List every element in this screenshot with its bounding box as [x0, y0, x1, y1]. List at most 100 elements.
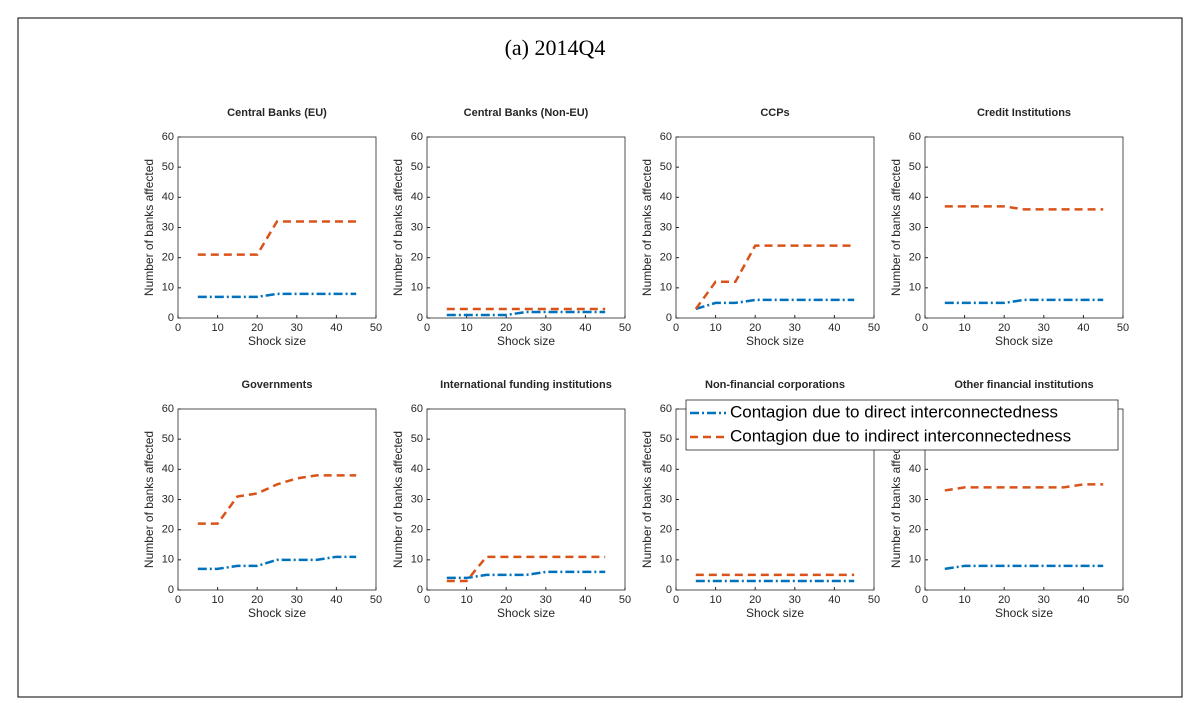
x-tick-label: 50 — [1117, 594, 1129, 606]
y-tick-label: 50 — [660, 161, 672, 173]
x-tick-label: 20 — [500, 322, 512, 334]
y-tick-label: 40 — [909, 463, 921, 475]
x-tick-label: 40 — [330, 594, 342, 606]
x-tick-label: 20 — [998, 594, 1010, 606]
x-tick-label: 50 — [370, 322, 382, 334]
x-tick-label: 10 — [460, 594, 472, 606]
figure-title: (a) 2014Q4 — [505, 35, 606, 60]
chart-title: Central Banks (EU) — [227, 107, 327, 119]
legend-label: Contagion due to indirect interconnected… — [730, 426, 1071, 445]
data-line — [197, 292, 357, 299]
y-axis-label: Number of banks affected — [889, 431, 903, 568]
y-axis-label: Number of banks affected — [640, 431, 654, 568]
x-tick-label: 20 — [251, 322, 263, 334]
x-tick-label: 30 — [540, 594, 552, 606]
x-tick-label: 40 — [579, 594, 591, 606]
y-tick-label: 40 — [660, 463, 672, 475]
data-line — [197, 220, 357, 256]
y-tick-label: 50 — [411, 433, 423, 445]
plot-area — [924, 136, 1124, 319]
x-tick-label: 40 — [1077, 322, 1089, 334]
y-tick-label: 10 — [660, 554, 672, 566]
y-tick-label: 50 — [909, 161, 921, 173]
y-axis-label: Number of banks affected — [142, 159, 156, 296]
x-tick-label: 40 — [579, 322, 591, 334]
y-tick-label: 20 — [909, 524, 921, 536]
y-tick-label: 60 — [411, 403, 423, 415]
y-tick-label: 10 — [162, 554, 174, 566]
y-tick-label: 20 — [909, 252, 921, 264]
y-tick-label: 30 — [660, 493, 672, 505]
x-tick-label: 30 — [789, 322, 801, 334]
y-tick-label: 0 — [666, 584, 672, 596]
x-tick-label: 40 — [330, 322, 342, 334]
y-axis-label: Number of banks affected — [142, 431, 156, 568]
y-tick-label: 40 — [660, 191, 672, 203]
chart-title: International funding institutions — [440, 379, 612, 391]
y-tick-label: 0 — [168, 584, 174, 596]
x-tick-label: 40 — [1077, 594, 1089, 606]
y-axis-label: Number of banks affected — [391, 159, 405, 296]
y-tick-label: 50 — [660, 433, 672, 445]
x-tick-label: 30 — [540, 322, 552, 334]
y-tick-label: 20 — [162, 252, 174, 264]
x-tick-label: 40 — [828, 322, 840, 334]
y-tick-label: 60 — [909, 131, 921, 143]
x-tick-label: 0 — [922, 594, 928, 606]
x-tick-label: 20 — [251, 594, 263, 606]
data-line — [695, 298, 855, 311]
y-tick-label: 30 — [411, 221, 423, 233]
data-line — [446, 555, 606, 583]
y-tick-label: 60 — [660, 131, 672, 143]
chart-title: Governments — [242, 379, 313, 391]
x-axis-label: Shock size — [746, 606, 804, 620]
y-tick-label: 40 — [411, 191, 423, 203]
y-axis-label: Number of banks affected — [391, 431, 405, 568]
x-tick-label: 30 — [291, 322, 303, 334]
x-axis-label: Shock size — [248, 334, 306, 348]
y-axis-label: Number of banks affected — [640, 159, 654, 296]
y-tick-label: 50 — [162, 433, 174, 445]
plot-area — [426, 408, 626, 591]
data-line — [197, 474, 357, 525]
chart-title: Non-financial corporations — [705, 379, 845, 391]
y-tick-label: 20 — [660, 252, 672, 264]
y-tick-label: 20 — [411, 524, 423, 536]
x-tick-label: 50 — [619, 322, 631, 334]
y-tick-label: 0 — [915, 312, 921, 324]
x-axis-label: Shock size — [248, 606, 306, 620]
legend-box — [685, 399, 1119, 451]
y-tick-label: 0 — [666, 312, 672, 324]
y-tick-label: 30 — [162, 493, 174, 505]
data-line — [446, 310, 606, 317]
x-tick-label: 50 — [370, 594, 382, 606]
y-tick-label: 50 — [162, 161, 174, 173]
y-tick-label: 50 — [411, 161, 423, 173]
data-line — [944, 205, 1104, 211]
y-axis-label: Number of banks affected — [889, 159, 903, 296]
x-tick-label: 20 — [749, 594, 761, 606]
x-tick-label: 30 — [1038, 322, 1050, 334]
x-tick-label: 0 — [673, 594, 679, 606]
y-tick-label: 60 — [162, 131, 174, 143]
x-tick-label: 10 — [709, 594, 721, 606]
x-tick-label: 40 — [828, 594, 840, 606]
y-tick-label: 0 — [168, 312, 174, 324]
y-tick-label: 10 — [909, 282, 921, 294]
frame — [17, 17, 1183, 698]
data-line — [197, 555, 357, 571]
y-tick-label: 60 — [660, 403, 672, 415]
x-tick-label: 10 — [958, 322, 970, 334]
y-tick-label: 0 — [417, 312, 423, 324]
x-tick-label: 10 — [460, 322, 472, 334]
x-axis-label: Shock size — [746, 334, 804, 348]
x-tick-label: 20 — [500, 594, 512, 606]
x-axis-label: Shock size — [995, 334, 1053, 348]
x-tick-label: 30 — [789, 594, 801, 606]
y-tick-label: 30 — [909, 221, 921, 233]
y-tick-label: 60 — [411, 131, 423, 143]
x-tick-label: 0 — [673, 322, 679, 334]
y-tick-label: 10 — [162, 282, 174, 294]
chart-title: Credit Institutions — [977, 107, 1071, 119]
x-tick-label: 20 — [749, 322, 761, 334]
